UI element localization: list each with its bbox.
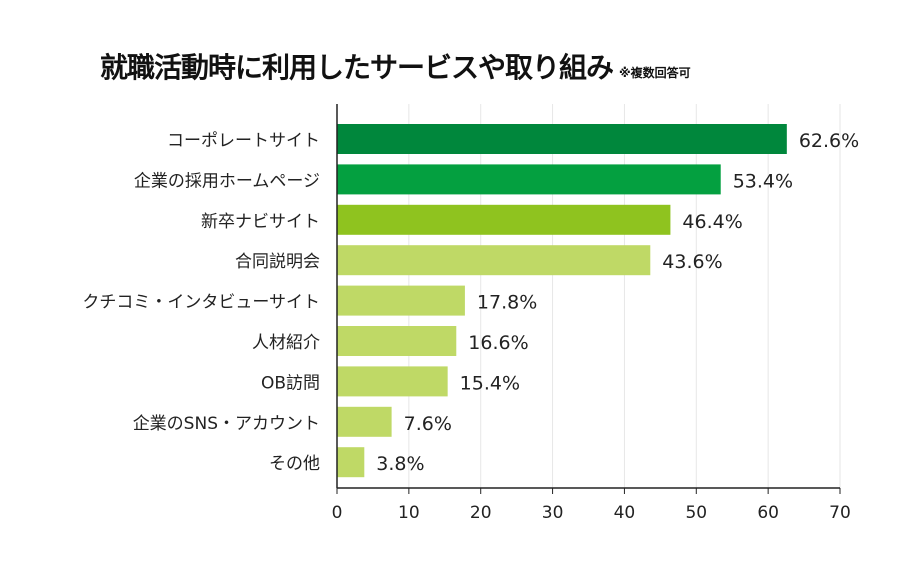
category-label: 企業の採用ホームページ <box>134 171 320 191</box>
x-tick-label: 60 <box>757 503 779 523</box>
data-label: 3.8% <box>376 453 424 475</box>
data-label: 43.6% <box>662 251 722 273</box>
bar <box>337 245 651 276</box>
data-label: 16.6% <box>468 332 528 354</box>
bar <box>337 124 787 154</box>
bar <box>337 406 392 437</box>
x-tick-label: 30 <box>542 503 564 523</box>
chart-title: 就職活動時に利用したサービスや取り組み ※複数回答可 <box>100 46 691 86</box>
bar <box>337 164 721 195</box>
bar <box>337 366 448 397</box>
category-label: OB訪問 <box>261 373 320 393</box>
data-label: 62.6% <box>799 130 859 152</box>
x-tick-label: 0 <box>332 503 343 523</box>
category-label: その他 <box>269 454 320 474</box>
bar <box>337 204 671 235</box>
x-tick-label: 20 <box>470 503 492 523</box>
x-tick-label: 50 <box>685 503 707 523</box>
category-label: クチコミ・インタビューサイト <box>82 293 320 313</box>
chart-subtitle: ※複数回答可 <box>619 66 691 80</box>
category-label: 新卒ナビサイト <box>201 212 320 232</box>
data-label: 15.4% <box>460 372 520 394</box>
bar <box>337 326 457 356</box>
category-label: 企業のSNS・アカウント <box>133 414 320 434</box>
category-label: 人材紹介 <box>252 333 320 353</box>
data-label: 46.4% <box>682 211 742 233</box>
data-label: 17.8% <box>477 292 537 314</box>
title-text: 就職活動時に利用したサービスや取り組み <box>100 51 614 84</box>
bar <box>337 447 365 478</box>
category-label: コーポレートサイト <box>167 131 320 151</box>
x-tick-label: 40 <box>614 503 636 523</box>
bar <box>337 285 465 316</box>
category-label: 合同説明会 <box>235 252 320 272</box>
data-label: 53.4% <box>733 170 793 192</box>
x-tick-label: 10 <box>398 503 420 523</box>
x-tick-label: 70 <box>829 503 851 523</box>
data-label: 7.6% <box>404 413 452 435</box>
